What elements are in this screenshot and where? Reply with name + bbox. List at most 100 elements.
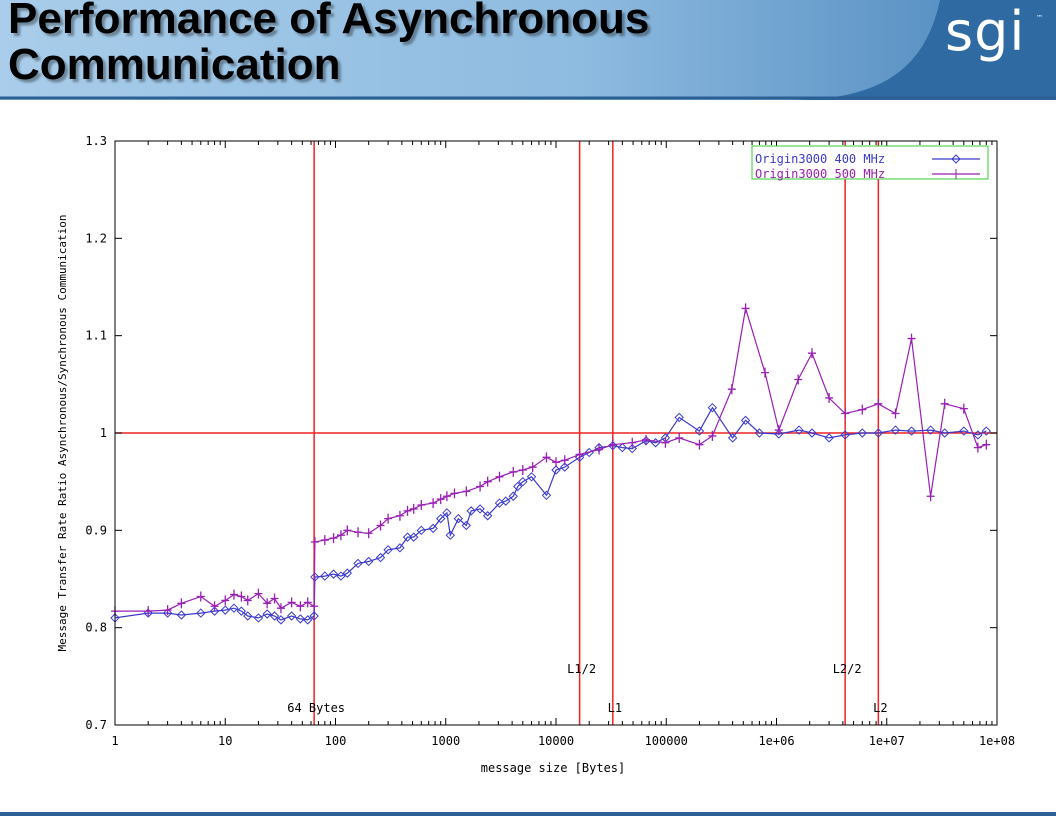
data-point-diamond (229, 603, 239, 613)
x-tick-label: 100000 (645, 734, 688, 748)
data-point-plus (528, 462, 537, 473)
sgi-logo: sgi (945, 0, 1026, 63)
data-point-plus (483, 476, 492, 487)
data-point-plus (354, 527, 363, 538)
data-point-plus (403, 505, 412, 516)
data-point-plus (196, 591, 205, 602)
data-point-diamond (890, 425, 901, 435)
series-line (114, 406, 987, 621)
data-point-plus (858, 404, 867, 415)
data-point-plus (254, 588, 263, 599)
data-point-diamond (727, 433, 738, 443)
data-point-plus (310, 537, 319, 548)
data-point-diamond (428, 523, 438, 534)
data-point-diamond (707, 402, 718, 413)
legend-label: Origin3000 500 MHz (755, 167, 885, 181)
data-point-diamond (395, 543, 405, 553)
data-point-diamond (466, 506, 476, 516)
data-point-plus (395, 510, 404, 521)
header-banner (0, 0, 1056, 100)
data-point-plus (310, 601, 319, 612)
data-point-diamond (269, 611, 280, 621)
data-point-diamond (740, 415, 751, 426)
data-point-diamond (442, 508, 452, 518)
reference-lines: 64 Bytes L1/2 L1 L2/2 L2 (115, 141, 997, 725)
y-axis-label: Message Transfer Rate Ratio Asynchronous… (56, 214, 69, 651)
data-point-plus (940, 398, 949, 409)
data-point-diamond (627, 443, 637, 454)
data-point-diamond (526, 472, 537, 482)
data-point-plus (608, 439, 617, 450)
y-tick-label: 0.9 (85, 523, 107, 537)
reference-line-label: L1/2 (567, 662, 596, 676)
x-tick-label: 1e+06 (758, 734, 794, 748)
data-point-plus (450, 488, 459, 499)
data-point-plus (552, 457, 560, 468)
data-point-diamond (309, 611, 319, 621)
data-point-plus (177, 598, 186, 609)
slide-title: Performance of Asynchronous Communicatio… (8, 0, 649, 88)
trademark-mark: ™ (1036, 14, 1043, 22)
x-tick-label: 10 (218, 734, 232, 748)
y-tick-label: 1.3 (85, 134, 107, 148)
data-point-diamond (840, 430, 850, 440)
data-point-diamond (196, 608, 206, 618)
legend-marker-diamond (951, 154, 961, 164)
data-point-diamond (518, 476, 528, 487)
data-point-plus (210, 601, 219, 612)
data-point-diamond (453, 513, 464, 524)
data-point-diamond (513, 481, 523, 492)
data-point-plus (442, 491, 451, 502)
data-point-diamond (243, 611, 253, 621)
y-tick-label: 0.8 (85, 621, 107, 635)
data-point-plus (237, 591, 246, 602)
x-tick-label: 1 (111, 734, 118, 748)
data-point-plus (973, 442, 982, 453)
data-point-diamond (209, 606, 220, 616)
data-point-diamond (220, 605, 230, 615)
data-point-diamond (383, 545, 393, 555)
data-point-diamond (794, 425, 804, 435)
x-tick-label: 1e+08 (979, 734, 1015, 748)
data-point-diamond (560, 462, 570, 472)
data-point-plus (495, 471, 504, 482)
reference-line-label: 64 Bytes (287, 701, 345, 715)
data-point-diamond (857, 428, 867, 438)
data-point-plus (760, 367, 769, 378)
data-point-plus (429, 498, 438, 509)
data-point-diamond (295, 614, 306, 624)
data-point-plus (595, 444, 604, 455)
data-point-plus (417, 500, 426, 511)
data-point-plus (695, 439, 704, 450)
data-point-diamond (176, 610, 187, 620)
data-point-diamond (754, 428, 765, 438)
axes-group: 1 10 100 1000 10000 100000 1e+06 1e+07 1e+08 0.7 0… (85, 134, 1015, 748)
data-point-diamond (363, 556, 374, 567)
data-point-plus (518, 464, 527, 475)
data-point-plus (376, 520, 385, 531)
x-tick-label: 1e+07 (869, 734, 905, 748)
data-point-diamond (617, 442, 628, 453)
data-point-diamond (973, 430, 983, 440)
data-point-diamond (286, 611, 297, 621)
data-point-plus (807, 348, 816, 359)
data-point-diamond (375, 552, 386, 563)
data-point-plus (774, 425, 783, 436)
data-point-diamond (824, 433, 834, 443)
data-point-diamond (482, 511, 493, 521)
data-point-plus (661, 437, 670, 448)
legend-label: Origin3000 400 MHz (755, 152, 885, 166)
data-point-plus (891, 408, 900, 419)
data-point-diamond (276, 615, 286, 625)
data-point-diamond (408, 532, 419, 542)
data-point-plus (560, 455, 569, 466)
slide-title-line-1: Performance of Asynchronous (8, 0, 650, 43)
data-point-plus (982, 439, 991, 450)
data-point-diamond (551, 465, 561, 475)
data-point-diamond (508, 491, 518, 501)
data-point-plus (270, 593, 279, 604)
data-point-diamond (435, 513, 446, 524)
reference-line-label: L2/2 (833, 662, 862, 676)
data-point-diamond (541, 490, 552, 501)
